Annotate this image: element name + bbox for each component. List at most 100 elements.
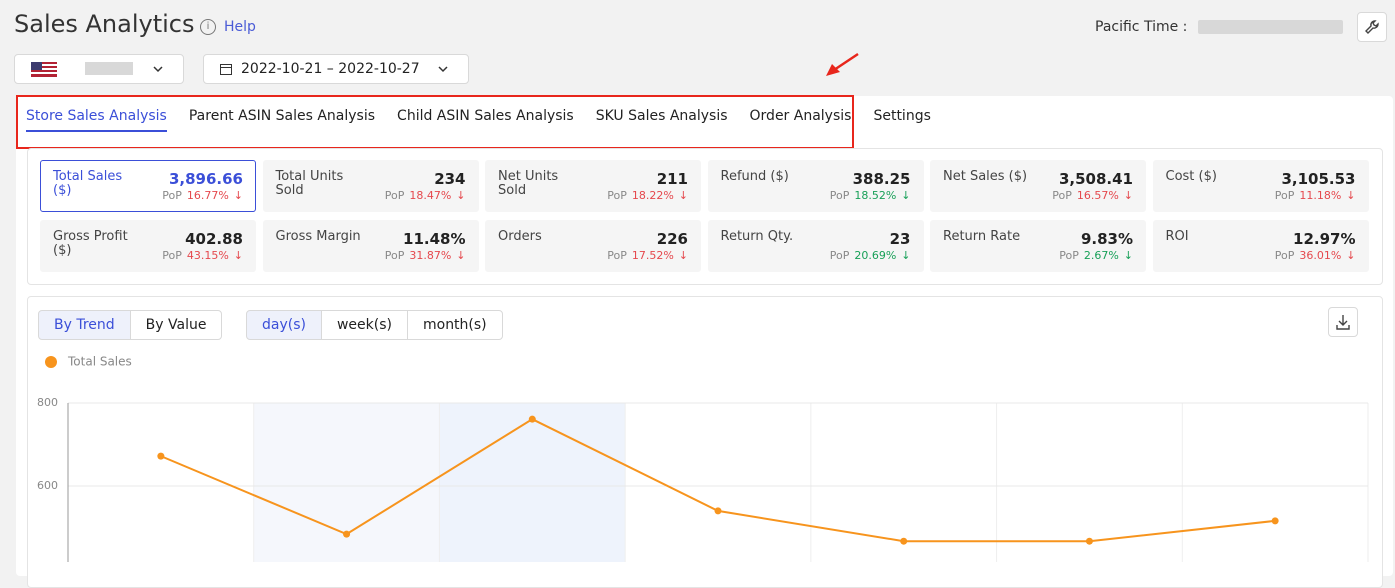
tab[interactable]: Parent ASIN Sales Analysis [188, 108, 376, 124]
calendar-icon [220, 64, 232, 75]
page-title: Sales Analytics [14, 10, 195, 38]
metric-tile[interactable]: Orders 226 PoP 17.52% ↓ [485, 220, 701, 272]
metric-tile[interactable]: Total Units Sold 234 PoP 18.47% ↓ [262, 160, 479, 212]
pop-arrow: ↓ [456, 189, 466, 202]
metric-pop: PoP 43.15% ↓ [162, 249, 243, 262]
tab[interactable]: Child ASIN Sales Analysis [397, 108, 574, 124]
metric-value: 23 [889, 230, 911, 248]
metric-tile[interactable]: Gross Profit ($) 402.88 PoP 43.15% ↓ [40, 220, 256, 272]
metric-label: Orders [498, 229, 542, 244]
metric-value: 226 [656, 230, 688, 248]
tab-bar: Store Sales Analysis Parent ASIN Sales An… [26, 108, 931, 132]
metric-tile[interactable]: Total Sales ($) 3,896.66 PoP 16.77% ↓ [40, 160, 256, 212]
metric-value: 388.25 [852, 170, 911, 188]
point [1271, 517, 1279, 525]
metric-tile[interactable]: Return Rate 9.83% PoP 2.67% ↓ [930, 220, 1146, 272]
pop-label: PoP [162, 189, 182, 202]
legend-marker [45, 356, 57, 368]
metric-pop: PoP 2.67% ↓ [1059, 249, 1133, 262]
metric-value: 3,105.53 [1281, 170, 1356, 188]
pop-label: PoP [1274, 249, 1295, 262]
point [900, 537, 908, 545]
settings-button[interactable] [1357, 12, 1387, 42]
pop-change: 18.52% [854, 189, 897, 202]
metric-pop: PoP 16.57% ↓ [1052, 189, 1133, 202]
tab[interactable]: Store Sales Analysis [26, 108, 167, 132]
metric-value: 211 [656, 170, 688, 188]
metric-tile[interactable]: Net Units Sold 211 PoP 18.22% ↓ [485, 160, 701, 212]
granularity-option[interactable]: month(s) [406, 310, 503, 340]
annotation-box [16, 95, 854, 149]
metric-label: ROI [1165, 229, 1189, 244]
date-picker[interactable]: 2022-10-21 – 2022-10-27 [203, 54, 469, 84]
chart-panel [27, 296, 1383, 588]
store-select[interactable] [14, 54, 184, 84]
page: Sales Analytics i Help Pacific Time : 20… [14, 10, 1393, 588]
metric-tile[interactable]: ROI 12.97% PoP 36.01% ↓ [1152, 220, 1369, 272]
metric-tile[interactable]: Gross Margin 11.48% PoP 31.87% ↓ [262, 220, 479, 272]
metric-pop: PoP 17.52% ↓ [607, 249, 688, 262]
point [157, 452, 165, 460]
pop-label: PoP [1052, 189, 1072, 202]
metric-tile[interactable]: Return Qty. 23 PoP 20.69% ↓ [707, 220, 924, 272]
metric-value: 3,508.41 [1058, 170, 1133, 188]
pop-change: 17.52% [631, 249, 674, 262]
y-tick-label: 800 [37, 396, 58, 409]
metric-value: 11.48% [403, 230, 466, 248]
granularity-option[interactable]: day(s) [246, 310, 322, 340]
metric-pop: PoP 36.01% ↓ [1275, 249, 1356, 262]
metric-value: 3,896.66 [168, 170, 243, 188]
tab[interactable]: Settings [873, 108, 931, 124]
metric-value: 12.97% [1293, 230, 1356, 248]
pop-arrow: ↓ [678, 249, 688, 262]
timezone-label: Pacific Time : [1095, 19, 1188, 35]
info-icon[interactable]: i [200, 19, 216, 35]
tab[interactable]: SKU Sales Analysis [595, 108, 728, 124]
help-link[interactable]: Help [224, 19, 256, 35]
wrench-icon [1365, 20, 1379, 34]
granularity-toggle: day(s) week(s) month(s) [246, 310, 503, 340]
metric-tile[interactable]: Refund ($) 388.25 PoP 18.52% ↓ [707, 160, 924, 212]
view-option[interactable]: By Value [129, 310, 223, 340]
pop-change: 18.22% [631, 189, 674, 202]
metric-pop: PoP 11.18% ↓ [1275, 189, 1356, 202]
download-button[interactable] [1328, 307, 1358, 337]
metric-pop: PoP 18.52% ↓ [830, 189, 911, 202]
pop-label: PoP [829, 249, 850, 262]
metric-value: 234 [434, 170, 466, 188]
chevron [438, 66, 448, 73]
pop-label: PoP [607, 249, 627, 262]
metric-tile[interactable]: Net Sales ($) 3,508.41 PoP 16.57% ↓ [930, 160, 1146, 212]
pop-arrow: ↓ [1346, 189, 1356, 202]
view-option[interactable]: By Trend [38, 310, 131, 340]
tab[interactable]: Order Analysis [749, 108, 852, 124]
pop-arrow: ↓ [1123, 189, 1133, 202]
metric-pop: PoP 18.22% ↓ [607, 189, 688, 202]
pop-change: 11.18% [1299, 189, 1342, 202]
pop-change: 36.01% [1299, 249, 1342, 262]
metric-label: Refund ($) [720, 169, 789, 184]
metric-pop: PoP 20.69% ↓ [830, 249, 911, 262]
pop-label: PoP [384, 189, 405, 202]
download-icon [1336, 315, 1350, 330]
pop-arrow: ↓ [233, 189, 243, 202]
metric-label: Return Qty. [720, 229, 794, 244]
annotation-arrow [826, 52, 859, 76]
metric-label: Total Units Sold [275, 169, 344, 198]
metric-label: Gross Profit ($) [53, 229, 128, 258]
granularity-option[interactable]: week(s) [320, 310, 408, 340]
chart: 600 800 Total Sales [37, 355, 1369, 562]
pop-label: PoP [607, 189, 627, 202]
point [343, 530, 351, 538]
point [714, 507, 722, 515]
pop-label: PoP [1274, 189, 1295, 202]
pop-change: 2.67% [1083, 249, 1119, 262]
pop-arrow: ↓ [233, 249, 243, 262]
pop-change: 16.57% [1076, 189, 1119, 202]
point [528, 415, 536, 423]
y-tick-label: 600 [37, 479, 58, 492]
pop-change: 20.69% [854, 249, 897, 262]
metric-tile[interactable]: Cost ($) 3,105.53 PoP 11.18% ↓ [1152, 160, 1369, 212]
metric-label: Return Rate [943, 229, 1021, 244]
pop-arrow: ↓ [901, 249, 911, 262]
